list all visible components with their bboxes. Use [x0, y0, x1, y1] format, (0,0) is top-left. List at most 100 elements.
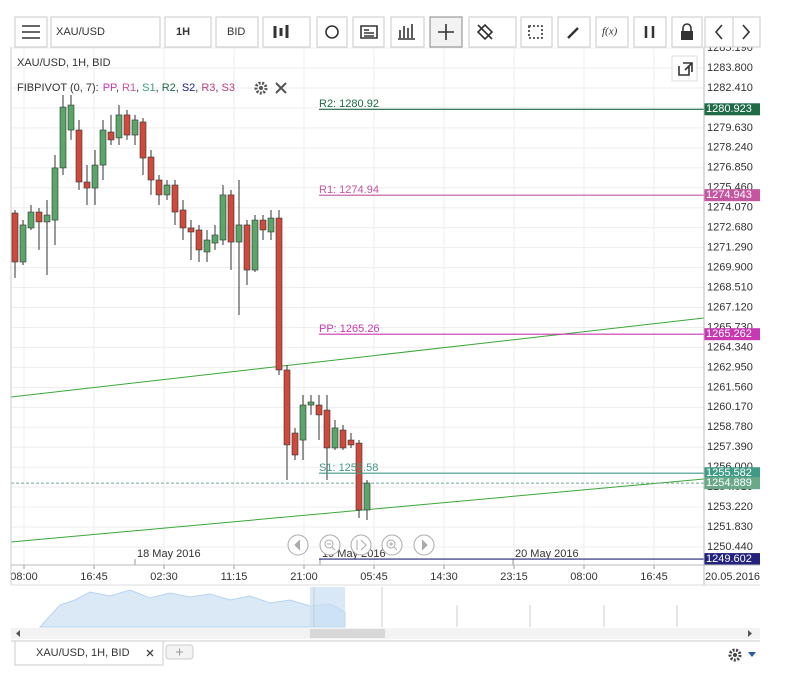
frame-button[interactable] [520, 16, 553, 48]
legend-separator: , [195, 82, 198, 94]
draw-button[interactable] [557, 16, 591, 48]
last-price-tag-label: 1254.889 [706, 477, 752, 489]
y-tick-label: 1267.120 [707, 301, 753, 313]
candle-body [363, 482, 371, 511]
crosshair-icon [438, 24, 454, 40]
overlay-layer: XAU/USD, 1H, BID FIBPIVOT (0, 7): PP, R1, S… [10, 45, 760, 666]
candle-body [251, 219, 259, 271]
candle-body [115, 114, 123, 139]
candle-body [179, 209, 187, 229]
candle-body [339, 429, 347, 449]
lock-body [681, 31, 693, 40]
y-tick-label: 1260.170 [707, 401, 753, 413]
y-tick-label: 1282.410 [707, 82, 753, 94]
news-icon [360, 25, 378, 39]
remove-indicator[interactable] [275, 82, 287, 94]
back-icon [714, 24, 723, 40]
chart-title: XAU/USD, 1H, BID [17, 57, 111, 69]
shapes-icon [476, 23, 494, 41]
x-tick-label: 11:15 [221, 571, 248, 583]
x-tick-label: 16:45 [640, 571, 668, 583]
pivot-tag [704, 467, 760, 480]
y-tick-label: 1250.440 [707, 541, 753, 553]
candle-body [259, 219, 267, 231]
candle-body [83, 181, 91, 189]
candle-body [155, 179, 163, 196]
zoom-out[interactable] [319, 534, 341, 556]
x-tick-label: 05:45 [360, 571, 388, 583]
chart-type-icon [273, 25, 289, 38]
popout-button[interactable] [671, 55, 698, 82]
forward-icon [742, 24, 751, 40]
candle-body [43, 214, 51, 223]
x-tick-label: 02:30 [150, 571, 178, 583]
candle-body [51, 167, 59, 221]
clock-button[interactable] [316, 16, 348, 48]
last-price-tag [704, 477, 760, 490]
scrollbar-handle[interactable] [310, 629, 385, 638]
y-tick-label: 1261.560 [707, 381, 753, 393]
tab-close[interactable] [146, 649, 154, 657]
zoom-in[interactable] [381, 534, 403, 556]
candle-body [195, 229, 203, 251]
menu-button[interactable] [14, 16, 48, 48]
pivot-tag-label: 1280.923 [706, 103, 752, 115]
pause-icon [644, 26, 655, 38]
add-tab-icon [176, 648, 183, 656]
y-tick-label: 1278.240 [707, 142, 753, 154]
legend-entry: R1 [122, 82, 136, 94]
indicator-legend: FIBPIVOT (0, 7): PP, R1, S1, R2, S2, R3, S3 [17, 82, 235, 94]
candle-body [139, 121, 147, 159]
x-corner-label: 20.05.2016 [705, 571, 760, 583]
candle-body [211, 234, 219, 244]
symbol-input[interactable] [50, 16, 161, 48]
y-tick-label: 1272.680 [707, 222, 753, 234]
candle-body [283, 369, 291, 446]
candle-body [235, 224, 243, 243]
candle-body [123, 114, 131, 136]
pen-icon [567, 27, 579, 39]
popout-icon [678, 62, 693, 76]
price-type-button[interactable] [215, 16, 259, 48]
bottom-settings[interactable] [728, 648, 756, 662]
reset-view[interactable] [350, 534, 372, 556]
formula-button[interactable] [595, 16, 629, 48]
tab[interactable] [14, 640, 164, 666]
y-tick-label: 1279.630 [707, 122, 753, 134]
candle-body [267, 217, 275, 233]
pivot-label: R1: 1274.94 [319, 184, 379, 196]
price-type-text: BID [227, 26, 245, 38]
navigator [38, 587, 678, 628]
lock-shackle [682, 23, 692, 31]
x-tick-label: 21:00 [290, 571, 318, 583]
candle-body [203, 239, 211, 253]
legend-entry: R2 [162, 82, 176, 94]
forward-button[interactable] [732, 16, 761, 48]
navigator-window[interactable] [310, 587, 345, 627]
candle-body [99, 129, 107, 166]
symbol-text: XAU/USD [56, 26, 105, 38]
pause-button[interactable] [633, 16, 667, 48]
candle-body [307, 401, 315, 406]
timeframe-button[interactable] [164, 16, 212, 48]
frame-icon [528, 25, 543, 39]
y-tick-label: 1258.780 [707, 421, 753, 433]
candle-body [187, 227, 195, 233]
settings-icon[interactable] [254, 81, 268, 95]
back-button[interactable] [704, 16, 734, 48]
timeframe-text: 1H [176, 26, 190, 38]
toolbar: XAU/USD 1H BID f(x) [0, 0, 790, 48]
plot-area [11, 45, 704, 565]
indicators-icon [398, 24, 415, 40]
trend-line [11, 478, 704, 543]
candle-body [59, 106, 67, 169]
indicator-name: FIBPIVOT (0, 7): [17, 82, 99, 94]
candle-body [27, 211, 35, 229]
pivot-label: S1: 1255.58 [319, 462, 378, 474]
y-tick-label: 1271.290 [707, 242, 753, 254]
news-button[interactable] [352, 16, 385, 48]
x-tick-label: 14:30 [430, 571, 458, 583]
y-tick-label: 1264.340 [707, 341, 753, 353]
pivot-tag [704, 328, 760, 341]
candle-body [355, 442, 363, 511]
